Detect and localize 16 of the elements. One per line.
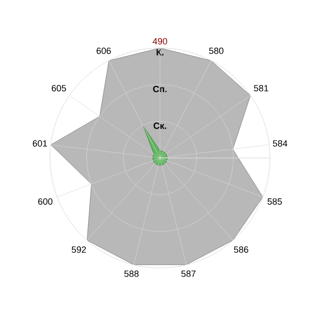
spoke-label: 592 xyxy=(72,246,86,253)
spoke-label: 585 xyxy=(268,198,282,205)
spoke-label: 601 xyxy=(32,140,47,147)
spoke-label: 584 xyxy=(272,140,288,147)
spoke-label: 586 xyxy=(234,246,248,253)
y-tick-label: Ск. xyxy=(154,122,166,129)
spoke-label: 587 xyxy=(181,270,196,277)
spoke-label: 581 xyxy=(254,84,268,92)
y-tick-label: Сп. xyxy=(153,86,167,92)
spoke-label: 600 xyxy=(38,198,52,205)
spoke-label: 580 xyxy=(209,48,224,54)
spoke-label: 588 xyxy=(124,270,139,277)
spoke-label: 605 xyxy=(52,84,66,92)
y-tick-label: К. xyxy=(156,49,164,56)
spoke-label: 490 xyxy=(152,38,168,44)
spoke-label: 606 xyxy=(96,48,111,54)
